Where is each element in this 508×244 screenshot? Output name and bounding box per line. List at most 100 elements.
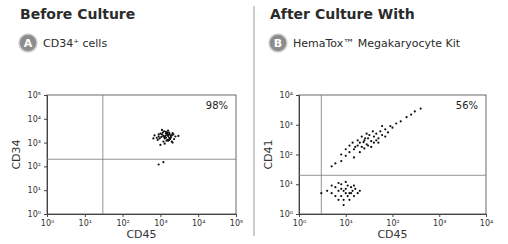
event-dot [367,137,369,139]
event-dot [414,110,416,112]
y-tick-mark [44,143,47,144]
event-dot [171,142,173,144]
event-dot [167,129,169,131]
event-dot [387,131,389,133]
x-tick: 10⁴ [480,214,493,228]
y-tick-mark [296,184,299,185]
panel-title: Before Culture [20,6,135,22]
y-tick-label: 10⁴ [28,115,41,124]
event-dot [357,144,359,146]
event-dot [375,133,377,135]
event-dot [384,128,386,130]
y-tick-label: 10¹ [280,180,293,189]
x-tick: 10³ [154,214,167,228]
x-tick-mark [236,214,237,217]
y-tick-mark [44,190,47,191]
x-tick-mark [123,214,124,217]
event-dot [347,185,349,187]
event-dot [375,139,377,141]
y-axis-title: CD34 [10,139,23,169]
y-tick: 10² [28,162,47,171]
event-dot [167,140,169,142]
event-dot [165,132,167,134]
event-dot [343,190,345,192]
event-dot [156,137,158,139]
event-dot [162,135,164,137]
event-dot [377,137,379,139]
x-tick-label: 10⁰ [293,219,306,228]
y-axis: 10⁰10¹10²10³10⁴ [280,91,300,219]
y-tick-mark [296,214,299,215]
event-dot [334,195,336,197]
panel-subtitle: CD34⁺ cells [43,37,107,50]
panel-divider [254,6,255,236]
event-dot [160,136,162,138]
x-tick-label: 10⁰ [41,219,54,228]
event-dot [337,190,339,192]
event-dot [381,134,383,136]
event-dot [420,107,422,109]
y-tick: 10³ [28,139,47,148]
event-dot [168,132,170,134]
event-dot [389,125,391,127]
x-tick: 10¹ [340,214,353,228]
event-dot [340,183,342,185]
x-tick-label: 10³ [154,219,167,228]
plot-frame [47,95,236,214]
event-dot [368,134,370,136]
event-dot [166,139,168,141]
y-tick: 10⁰ [28,210,47,219]
event-dot [161,129,163,131]
y-tick: 10¹ [28,186,47,195]
y-tick-label: 10³ [28,139,41,148]
y-axis-line [44,96,48,215]
event-dot [359,142,361,144]
x-tick-mark [198,214,199,217]
y-tick-label: 10² [280,151,293,160]
x-tick-mark [346,214,347,217]
event-dot [363,147,365,149]
x-tick-mark [160,214,161,217]
event-dot [340,153,342,155]
x-axis-line [48,215,237,218]
x-tick-label: 10⁵ [230,219,243,228]
x-tick-mark [439,214,440,217]
panel: Before CultureACD34⁺ cells10⁰10¹10²10³10… [10,6,243,241]
figure: Before CultureACD34⁺ cells10⁰10¹10²10³10… [0,0,508,244]
event-dot [331,165,333,167]
event-dot [345,188,347,190]
panel-badge [19,34,37,52]
event-dot [354,146,356,148]
x-tick: 10³ [433,214,446,228]
y-tick-mark [296,95,299,96]
event-dot [157,139,159,141]
event-dot [169,137,171,139]
y-tick-label: 10³ [280,121,293,130]
percentage-annotation: 56% [456,100,478,111]
event-dot [174,135,176,137]
event-dot [337,199,339,201]
y-tick-mark [296,125,299,126]
gate-line-x [102,95,103,214]
event-dot [337,182,339,184]
event-dot [366,133,368,135]
event-dot [158,133,160,135]
event-dot [373,142,375,144]
event-dot [171,132,173,134]
event-dot [340,195,342,197]
event-dot [331,192,333,194]
event-dot [359,151,361,153]
panel-subtitle: HemaTox™ Megakaryocyte Kit [293,37,461,50]
event-dot [164,143,166,145]
gate-line-y [299,175,486,176]
y-tick-label: 10⁰ [280,210,293,219]
event-dot [162,161,164,163]
y-tick: 10⁵ [28,91,47,100]
percentage-annotation: 98% [206,100,228,111]
x-tick-label: 10¹ [79,219,92,228]
event-dot [348,199,350,201]
event-dot [361,146,363,148]
y-tick-label: 10² [28,162,41,171]
event-dot [357,192,359,194]
event-dot [351,190,353,192]
